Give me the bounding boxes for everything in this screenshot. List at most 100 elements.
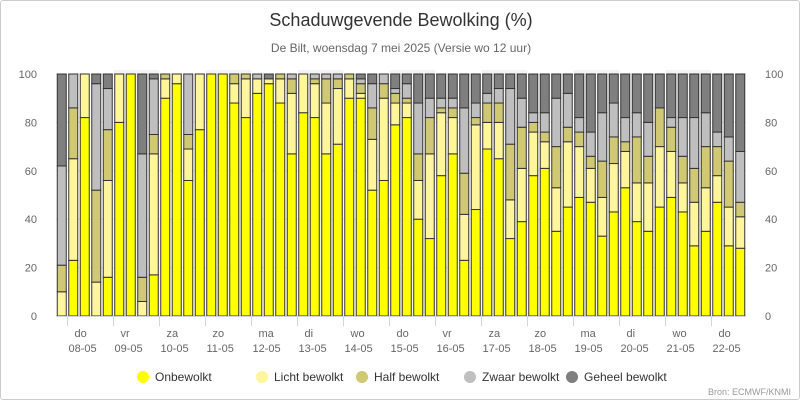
bar-geheel-bewolkt[interactable] — [735, 73, 746, 152]
bar-zwaar-bewolkt[interactable] — [91, 83, 102, 191]
bar-zwaar-bewolkt[interactable] — [137, 153, 148, 278]
bar-licht-bewolkt[interactable] — [309, 83, 320, 119]
bar-geheel-bewolkt[interactable] — [712, 73, 723, 133]
bar-onbewolkt[interactable] — [470, 209, 481, 317]
bar-geheel-bewolkt[interactable] — [424, 73, 435, 99]
bar-half-bewolkt[interactable] — [447, 107, 458, 119]
bar-licht-bewolkt[interactable] — [378, 97, 389, 181]
bar-onbewolkt[interactable] — [194, 129, 205, 317]
bar-onbewolkt[interactable] — [401, 117, 412, 317]
bar-geheel-bewolkt[interactable] — [91, 73, 102, 85]
bar-licht-bewolkt[interactable] — [286, 92, 297, 155]
bar-onbewolkt[interactable] — [723, 245, 734, 317]
bar-zwaar-bewolkt[interactable] — [401, 83, 412, 99]
bar-zwaar-bewolkt[interactable] — [700, 112, 711, 148]
bar-zwaar-bewolkt[interactable] — [332, 73, 343, 80]
bar-half-bewolkt[interactable] — [585, 155, 596, 169]
bar-onbewolkt[interactable] — [160, 97, 171, 317]
bar-half-bewolkt[interactable] — [183, 134, 194, 150]
bar-half-bewolkt[interactable] — [620, 141, 631, 152]
bar-onbewolkt[interactable] — [413, 218, 424, 317]
bar-zwaar-bewolkt[interactable] — [666, 117, 677, 128]
bar-zwaar-bewolkt[interactable] — [286, 73, 297, 80]
bar-zwaar-bewolkt[interactable] — [148, 78, 159, 135]
bar-onbewolkt[interactable] — [689, 245, 700, 317]
bar-half-bewolkt[interactable] — [424, 117, 435, 155]
bar-licht-bewolkt[interactable] — [528, 131, 539, 177]
bar-half-bewolkt[interactable] — [286, 78, 297, 94]
bar-half-bewolkt[interactable] — [562, 126, 573, 143]
bar-geheel-bewolkt[interactable] — [447, 73, 458, 99]
bar-zwaar-bewolkt[interactable] — [309, 73, 320, 80]
bar-onbewolkt[interactable] — [516, 221, 527, 317]
bar-half-bewolkt[interactable] — [539, 131, 550, 143]
bar-half-bewolkt[interactable] — [631, 136, 642, 184]
bar-onbewolkt[interactable] — [631, 221, 642, 317]
bar-onbewolkt[interactable] — [355, 97, 366, 317]
bar-licht-bewolkt[interactable] — [574, 146, 585, 198]
bar-zwaar-bewolkt[interactable] — [447, 97, 458, 109]
bar-geheel-bewolkt[interactable] — [689, 73, 700, 119]
bar-licht-bewolkt[interactable] — [56, 291, 67, 317]
bar-licht-bewolkt[interactable] — [608, 163, 619, 213]
bar-half-bewolkt[interactable] — [666, 126, 677, 152]
bar-licht-bewolkt[interactable] — [275, 78, 286, 104]
bar-onbewolkt[interactable] — [309, 117, 320, 317]
bar-licht-bewolkt[interactable] — [539, 141, 550, 169]
bar-onbewolkt[interactable] — [608, 211, 619, 317]
bar-zwaar-bewolkt[interactable] — [424, 97, 435, 119]
bar-zwaar-bewolkt[interactable] — [597, 112, 608, 162]
bar-licht-bewolkt[interactable] — [689, 201, 700, 247]
bar-zwaar-bewolkt[interactable] — [528, 112, 539, 123]
bar-zwaar-bewolkt[interactable] — [252, 73, 263, 80]
bar-onbewolkt[interactable] — [712, 201, 723, 317]
bar-half-bewolkt[interactable] — [735, 201, 746, 218]
bar-licht-bewolkt[interactable] — [631, 182, 642, 223]
bar-geheel-bewolkt[interactable] — [654, 73, 665, 109]
bar-onbewolkt[interactable] — [344, 97, 355, 317]
bar-onbewolkt[interactable] — [436, 175, 447, 317]
bar-geheel-bewolkt[interactable] — [608, 73, 619, 104]
bar-licht-bewolkt[interactable] — [160, 78, 171, 99]
bar-half-bewolkt[interactable] — [459, 172, 470, 215]
bar-licht-bewolkt[interactable] — [91, 281, 102, 317]
bar-zwaar-bewolkt[interactable] — [689, 117, 700, 169]
bar-geheel-bewolkt[interactable] — [643, 73, 654, 123]
bar-onbewolkt[interactable] — [666, 196, 677, 317]
bar-onbewolkt[interactable] — [585, 201, 596, 317]
bar-half-bewolkt[interactable] — [712, 146, 723, 177]
bar-licht-bewolkt[interactable] — [436, 112, 447, 177]
bar-zwaar-bewolkt[interactable] — [367, 83, 378, 109]
bar-licht-bewolkt[interactable] — [367, 138, 378, 191]
bar-licht-bewolkt[interactable] — [470, 124, 481, 211]
bar-half-bewolkt[interactable] — [700, 146, 711, 189]
bar-onbewolkt[interactable] — [378, 179, 389, 317]
bar-zwaar-bewolkt[interactable] — [643, 121, 654, 157]
bar-licht-bewolkt[interactable] — [102, 179, 113, 278]
bar-licht-bewolkt[interactable] — [643, 182, 654, 232]
bar-half-bewolkt[interactable] — [608, 136, 619, 165]
bar-licht-bewolkt[interactable] — [551, 187, 562, 232]
bar-licht-bewolkt[interactable] — [148, 153, 159, 276]
bar-zwaar-bewolkt[interactable] — [355, 78, 366, 85]
bar-licht-bewolkt[interactable] — [263, 78, 274, 85]
bar-geheel-bewolkt[interactable] — [666, 73, 677, 119]
bar-zwaar-bewolkt[interactable] — [183, 73, 194, 135]
bar-half-bewolkt[interactable] — [321, 78, 332, 104]
bar-onbewolkt[interactable] — [286, 153, 297, 317]
bar-half-bewolkt[interactable] — [516, 126, 527, 169]
bar-half-bewolkt[interactable] — [528, 121, 539, 133]
bar-onbewolkt[interactable] — [482, 148, 493, 317]
bar-licht-bewolkt[interactable] — [482, 121, 493, 150]
legend-item-half-bewolkt[interactable]: Half bewolkt — [356, 370, 440, 384]
bar-onbewolkt[interactable] — [102, 276, 113, 317]
bar-onbewolkt[interactable] — [252, 92, 263, 317]
bar-onbewolkt[interactable] — [263, 83, 274, 317]
bar-onbewolkt[interactable] — [562, 206, 573, 317]
bar-geheel-bewolkt[interactable] — [493, 73, 504, 90]
bar-licht-bewolkt[interactable] — [390, 102, 401, 126]
bar-half-bewolkt[interactable] — [493, 102, 504, 123]
bar-zwaar-bewolkt[interactable] — [620, 117, 631, 143]
bar-onbewolkt[interactable] — [574, 196, 585, 317]
bar-onbewolkt[interactable] — [528, 175, 539, 317]
